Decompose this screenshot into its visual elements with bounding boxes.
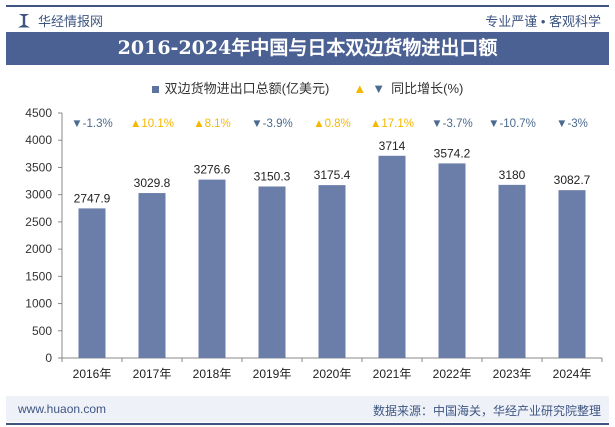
x-tick-label: 2020年 [313, 367, 352, 381]
bottom-divider [6, 423, 609, 425]
x-tick-label: 2018年 [193, 367, 232, 381]
data-source: 数据来源：中国海关，华经产业研究院整理 [372, 404, 601, 418]
y-tick-label: 3500 [25, 160, 52, 174]
x-tick-label: 2017年 [133, 367, 172, 381]
bar [558, 190, 586, 358]
slogan: 专业严谨 • 客观科学 [485, 14, 601, 29]
x-tick-label: 2019年 [253, 367, 292, 381]
growth-label: ▼-3% [556, 118, 588, 130]
bar-value-label: 3175.4 [314, 168, 351, 182]
growth-label: ▼-10.7% [488, 118, 536, 130]
legend-growth-label: 同比增长(%) [391, 81, 464, 96]
x-tick-label: 2022年 [433, 367, 472, 381]
bar-value-label: 2747.9 [74, 191, 111, 205]
growth-label: ▲0.8% [313, 118, 351, 130]
growth-label: ▼-1.3% [71, 118, 112, 130]
bar-value-label: 3029.8 [134, 176, 171, 190]
x-tick-label: 2023年 [493, 367, 532, 381]
bar-value-label: 3714 [379, 139, 406, 153]
y-tick-label: 1500 [25, 269, 52, 283]
bar [438, 163, 466, 358]
growth-label: ▲10.1% [130, 118, 174, 130]
y-tick-label: 4500 [25, 106, 52, 120]
brand-name: 华经情报网 [38, 14, 104, 29]
growth-label: ▼-3.7% [431, 118, 472, 130]
y-tick-label: 0 [45, 351, 52, 365]
legend-bar-swatch-icon [151, 86, 159, 93]
legend-triangle-icon: ▲ ▼ [353, 81, 386, 96]
x-tick-label: 2021年 [373, 367, 412, 381]
brand: 华经情报网 [18, 11, 103, 30]
bar [318, 185, 346, 358]
growth-label: ▲8.1% [193, 118, 231, 130]
legend-bar-label: 双边货物进出口总额(亿美元) [164, 81, 330, 96]
x-tick-label: 2016年 [73, 367, 112, 381]
bar [138, 193, 166, 358]
bar [258, 186, 286, 358]
y-tick-label: 500 [32, 324, 52, 338]
website-link[interactable]: www.huaon.com [18, 402, 107, 416]
bar [378, 155, 406, 358]
y-tick-label: 1000 [25, 297, 52, 311]
y-tick-label: 2500 [25, 215, 52, 229]
bar-value-label: 3180 [499, 168, 526, 182]
bar [498, 184, 526, 358]
bar-value-label: 3082.7 [554, 173, 591, 187]
y-tick-label: 3000 [25, 188, 52, 202]
bar-value-label: 3150.3 [254, 169, 291, 183]
x-tick-label: 2024年 [553, 367, 592, 381]
chart-title: 2016-2024年中国与日本双边货物进出口额 [6, 32, 609, 65]
footer-band [6, 396, 609, 422]
legend: 双边货物进出口总额(亿美元) ▲ ▼ 同比增长(%) [0, 78, 615, 97]
y-tick-label: 2000 [25, 242, 52, 256]
bar-value-label: 3276.6 [194, 163, 231, 177]
bar [78, 208, 106, 358]
growth-label: ▼-3.9% [251, 118, 292, 130]
bar [198, 179, 226, 358]
y-tick-label: 4000 [25, 133, 52, 147]
top-divider [6, 5, 609, 7]
growth-label: ▲17.1% [370, 118, 414, 130]
bar-value-label: 3574.2 [434, 146, 471, 160]
